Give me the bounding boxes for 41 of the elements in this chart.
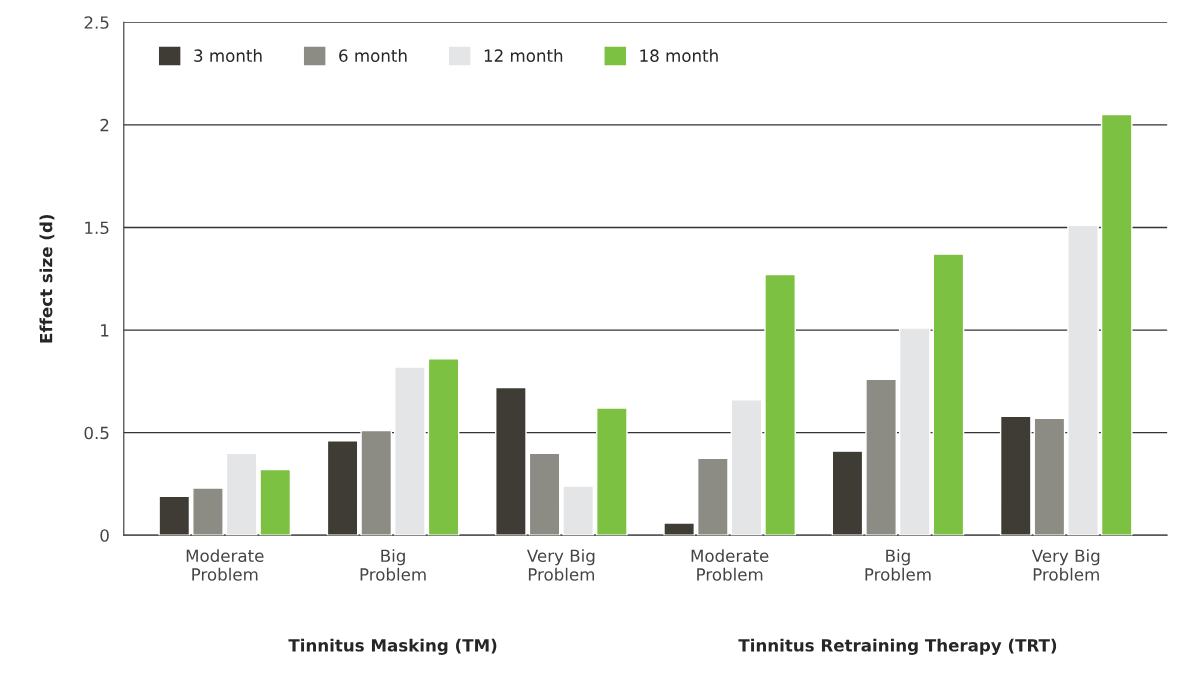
bar	[225, 452, 258, 536]
text: Tinnitus Retraining Therapy (TRT)	[738, 638, 1057, 655]
bar	[932, 253, 965, 536]
bar	[326, 440, 359, 536]
bar	[158, 495, 191, 536]
bar	[764, 273, 796, 536]
legend-label: 18 month	[640, 49, 718, 62]
bar	[394, 366, 426, 536]
x-tick-label: Moderate Problem	[186, 549, 264, 581]
y-axis-title: Effect size (d)	[39, 214, 55, 343]
bar	[192, 487, 224, 536]
y-tick-label: 0	[100, 529, 109, 542]
bar	[663, 522, 696, 536]
bar	[1100, 113, 1133, 536]
legend-label: 6 month	[339, 49, 407, 62]
bar	[1067, 224, 1099, 536]
x-tick-label: Very Big Problem	[526, 549, 595, 581]
bar	[360, 429, 393, 536]
y-tick-label: 0.5	[84, 426, 109, 440]
x-tick-label: Moderate Problem	[691, 549, 769, 581]
bar	[865, 378, 897, 536]
bar	[696, 457, 729, 536]
bar	[528, 452, 561, 536]
y-tick-label: 2	[100, 118, 109, 132]
bar	[831, 450, 864, 536]
bar	[259, 468, 292, 536]
legend-label: 12 month	[484, 49, 563, 62]
bar	[562, 485, 595, 536]
bar	[730, 399, 763, 536]
bar	[898, 327, 931, 536]
legend-label: 3 month	[194, 49, 262, 62]
y-tick-label: 2.5	[84, 16, 109, 29]
y-tick-label: 1	[101, 324, 109, 337]
x-tick-label: Big Problem	[865, 549, 931, 581]
bar	[596, 407, 628, 536]
x-tick-label: Big Problem	[360, 549, 426, 581]
bar	[1033, 417, 1066, 536]
text: Tinnitus Masking (TM)	[288, 638, 497, 655]
x-tick-label: Very Big Problem	[1031, 549, 1100, 581]
y-tick-label: 1.5	[85, 221, 109, 235]
bar	[427, 358, 460, 536]
